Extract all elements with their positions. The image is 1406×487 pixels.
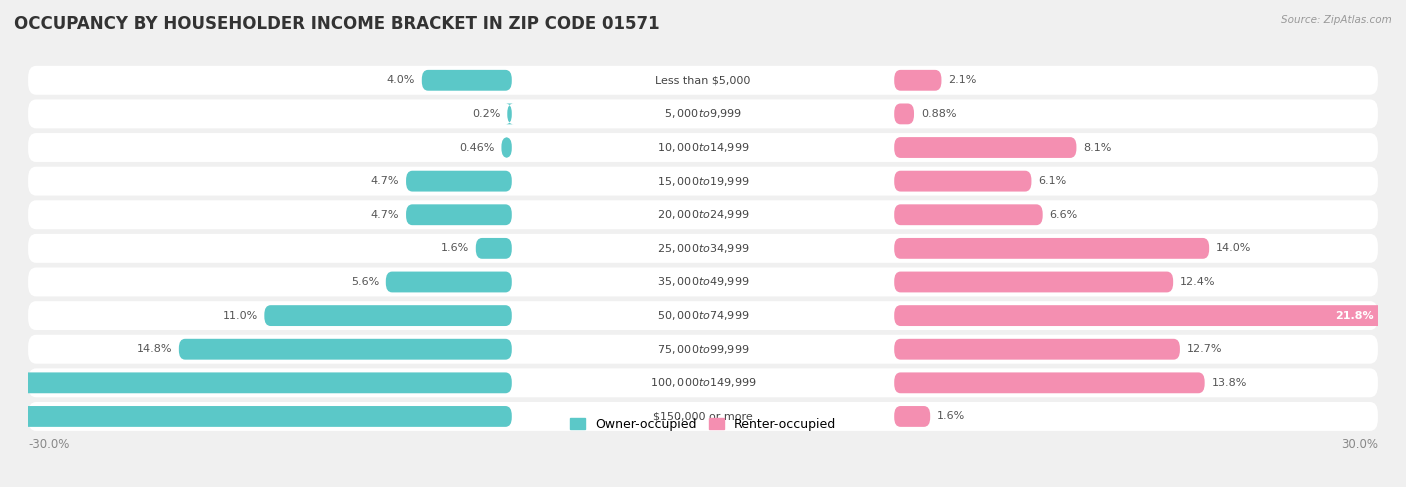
FancyBboxPatch shape xyxy=(264,305,512,326)
Text: 0.46%: 0.46% xyxy=(460,143,495,152)
Text: 12.7%: 12.7% xyxy=(1187,344,1222,354)
Text: -30.0%: -30.0% xyxy=(28,438,69,451)
Text: 4.7%: 4.7% xyxy=(371,210,399,220)
FancyBboxPatch shape xyxy=(894,205,1043,225)
FancyBboxPatch shape xyxy=(0,373,512,393)
FancyBboxPatch shape xyxy=(422,70,512,91)
Text: 30.0%: 30.0% xyxy=(1341,438,1378,451)
Text: 6.6%: 6.6% xyxy=(1049,210,1077,220)
Text: 14.0%: 14.0% xyxy=(1216,244,1251,253)
FancyBboxPatch shape xyxy=(28,368,1378,397)
FancyBboxPatch shape xyxy=(894,137,1077,158)
FancyBboxPatch shape xyxy=(406,171,512,191)
Text: Less than $5,000: Less than $5,000 xyxy=(655,75,751,85)
FancyBboxPatch shape xyxy=(894,406,931,427)
Text: 21.8%: 21.8% xyxy=(1334,311,1374,320)
FancyBboxPatch shape xyxy=(475,238,512,259)
Text: $75,000 to $99,999: $75,000 to $99,999 xyxy=(657,343,749,356)
Text: 2.1%: 2.1% xyxy=(948,75,977,85)
Text: 8.1%: 8.1% xyxy=(1083,143,1112,152)
FancyBboxPatch shape xyxy=(894,305,1385,326)
FancyBboxPatch shape xyxy=(385,272,512,292)
Text: $150,000 or more: $150,000 or more xyxy=(654,412,752,421)
FancyBboxPatch shape xyxy=(28,99,1378,129)
FancyBboxPatch shape xyxy=(894,103,914,124)
Text: $100,000 to $149,999: $100,000 to $149,999 xyxy=(650,376,756,389)
FancyBboxPatch shape xyxy=(28,167,1378,196)
FancyBboxPatch shape xyxy=(0,406,512,427)
Text: 4.0%: 4.0% xyxy=(387,75,415,85)
Text: $35,000 to $49,999: $35,000 to $49,999 xyxy=(657,276,749,288)
Text: $10,000 to $14,999: $10,000 to $14,999 xyxy=(657,141,749,154)
Text: 12.4%: 12.4% xyxy=(1180,277,1215,287)
FancyBboxPatch shape xyxy=(894,339,1180,359)
FancyBboxPatch shape xyxy=(406,205,512,225)
FancyBboxPatch shape xyxy=(894,272,1173,292)
FancyBboxPatch shape xyxy=(28,200,1378,229)
Text: OCCUPANCY BY HOUSEHOLDER INCOME BRACKET IN ZIP CODE 01571: OCCUPANCY BY HOUSEHOLDER INCOME BRACKET … xyxy=(14,15,659,33)
Text: 0.2%: 0.2% xyxy=(472,109,501,119)
Text: 0.88%: 0.88% xyxy=(921,109,956,119)
FancyBboxPatch shape xyxy=(894,373,1205,393)
FancyBboxPatch shape xyxy=(28,335,1378,364)
FancyBboxPatch shape xyxy=(506,103,513,124)
Text: 11.0%: 11.0% xyxy=(222,311,257,320)
Text: $15,000 to $19,999: $15,000 to $19,999 xyxy=(657,175,749,187)
Text: 6.1%: 6.1% xyxy=(1038,176,1066,186)
FancyBboxPatch shape xyxy=(502,137,512,158)
Text: $50,000 to $74,999: $50,000 to $74,999 xyxy=(657,309,749,322)
Text: Source: ZipAtlas.com: Source: ZipAtlas.com xyxy=(1281,15,1392,25)
FancyBboxPatch shape xyxy=(894,238,1209,259)
FancyBboxPatch shape xyxy=(28,402,1378,431)
Text: 4.7%: 4.7% xyxy=(371,176,399,186)
FancyBboxPatch shape xyxy=(894,171,1032,191)
Text: 14.8%: 14.8% xyxy=(136,344,172,354)
Text: 13.8%: 13.8% xyxy=(1212,378,1247,388)
Text: 1.6%: 1.6% xyxy=(936,412,965,421)
FancyBboxPatch shape xyxy=(28,267,1378,297)
Text: 5.6%: 5.6% xyxy=(352,277,380,287)
FancyBboxPatch shape xyxy=(179,339,512,359)
FancyBboxPatch shape xyxy=(28,301,1378,330)
FancyBboxPatch shape xyxy=(28,234,1378,263)
FancyBboxPatch shape xyxy=(28,66,1378,95)
Text: $5,000 to $9,999: $5,000 to $9,999 xyxy=(664,108,742,120)
FancyBboxPatch shape xyxy=(894,70,942,91)
Legend: Owner-occupied, Renter-occupied: Owner-occupied, Renter-occupied xyxy=(565,413,841,436)
FancyBboxPatch shape xyxy=(28,133,1378,162)
Text: 1.6%: 1.6% xyxy=(441,244,470,253)
Text: $20,000 to $24,999: $20,000 to $24,999 xyxy=(657,208,749,221)
Text: $25,000 to $34,999: $25,000 to $34,999 xyxy=(657,242,749,255)
